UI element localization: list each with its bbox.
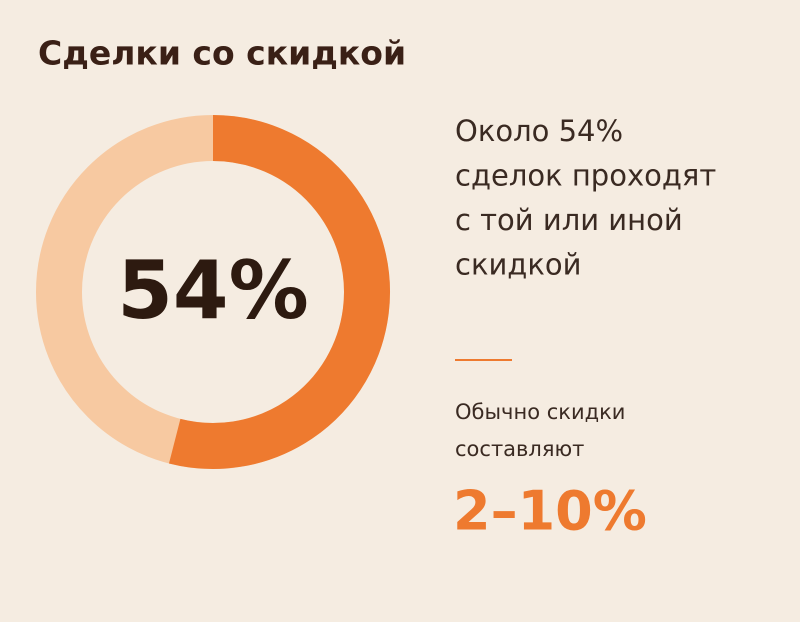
note-line: Обычно скидки <box>455 400 625 424</box>
description-line: Около 54% <box>455 114 623 148</box>
description-line: с той или иной <box>455 203 683 237</box>
center-label: 54% <box>117 244 308 337</box>
description-line: сделок проходят <box>455 159 716 193</box>
note-line: составляют <box>455 437 584 461</box>
donut-segment <box>169 115 390 469</box>
chart-title: Сделки со скидкой <box>38 34 406 73</box>
description-line: скидкой <box>455 248 581 282</box>
range-label: 2–10% <box>453 480 647 543</box>
